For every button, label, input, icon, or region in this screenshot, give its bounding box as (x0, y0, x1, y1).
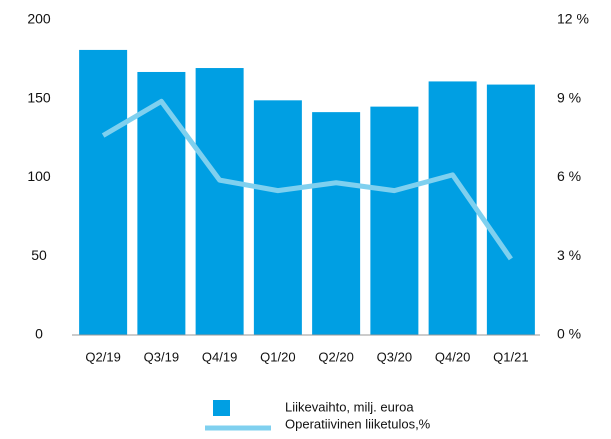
y2-tick-label: 3 % (557, 247, 581, 263)
x-tick-label: Q4/20 (435, 349, 470, 364)
x-tick-label: Q2/20 (318, 349, 353, 364)
legend-label: Liikevaihto, milj. euroa (285, 399, 414, 414)
x-tick-label: Q1/21 (493, 349, 528, 364)
y2-tick-label: 0 % (557, 326, 581, 342)
x-tick-label: Q2/19 (85, 349, 120, 364)
bar (312, 112, 361, 335)
y-tick-label: 0 (35, 326, 43, 342)
y2-tick-label: 6 % (557, 168, 581, 184)
bar (137, 71, 186, 335)
y-tick-label: 150 (27, 89, 51, 105)
y-tick-label: 100 (27, 168, 51, 184)
bar (486, 84, 535, 335)
line (101, 98, 513, 261)
legend-swatch (213, 400, 230, 416)
x-tick-label: Q4/19 (202, 349, 237, 364)
legend-label: Operatiivinen liiketulos,% (285, 416, 431, 431)
x-tick-label: Q3/19 (144, 349, 179, 364)
y2-tick-label: 9 % (557, 89, 581, 105)
y2-tick-label: 12 % (557, 11, 589, 27)
x-tick-label: Q3/20 (377, 349, 412, 364)
y-tick-label: 50 (31, 247, 47, 263)
bar (370, 106, 419, 335)
bar (428, 81, 477, 335)
bar (195, 68, 244, 335)
y-tick-label: 200 (27, 11, 51, 27)
bar (253, 100, 302, 335)
bar (79, 49, 128, 336)
x-tick-label: Q1/20 (260, 349, 295, 364)
